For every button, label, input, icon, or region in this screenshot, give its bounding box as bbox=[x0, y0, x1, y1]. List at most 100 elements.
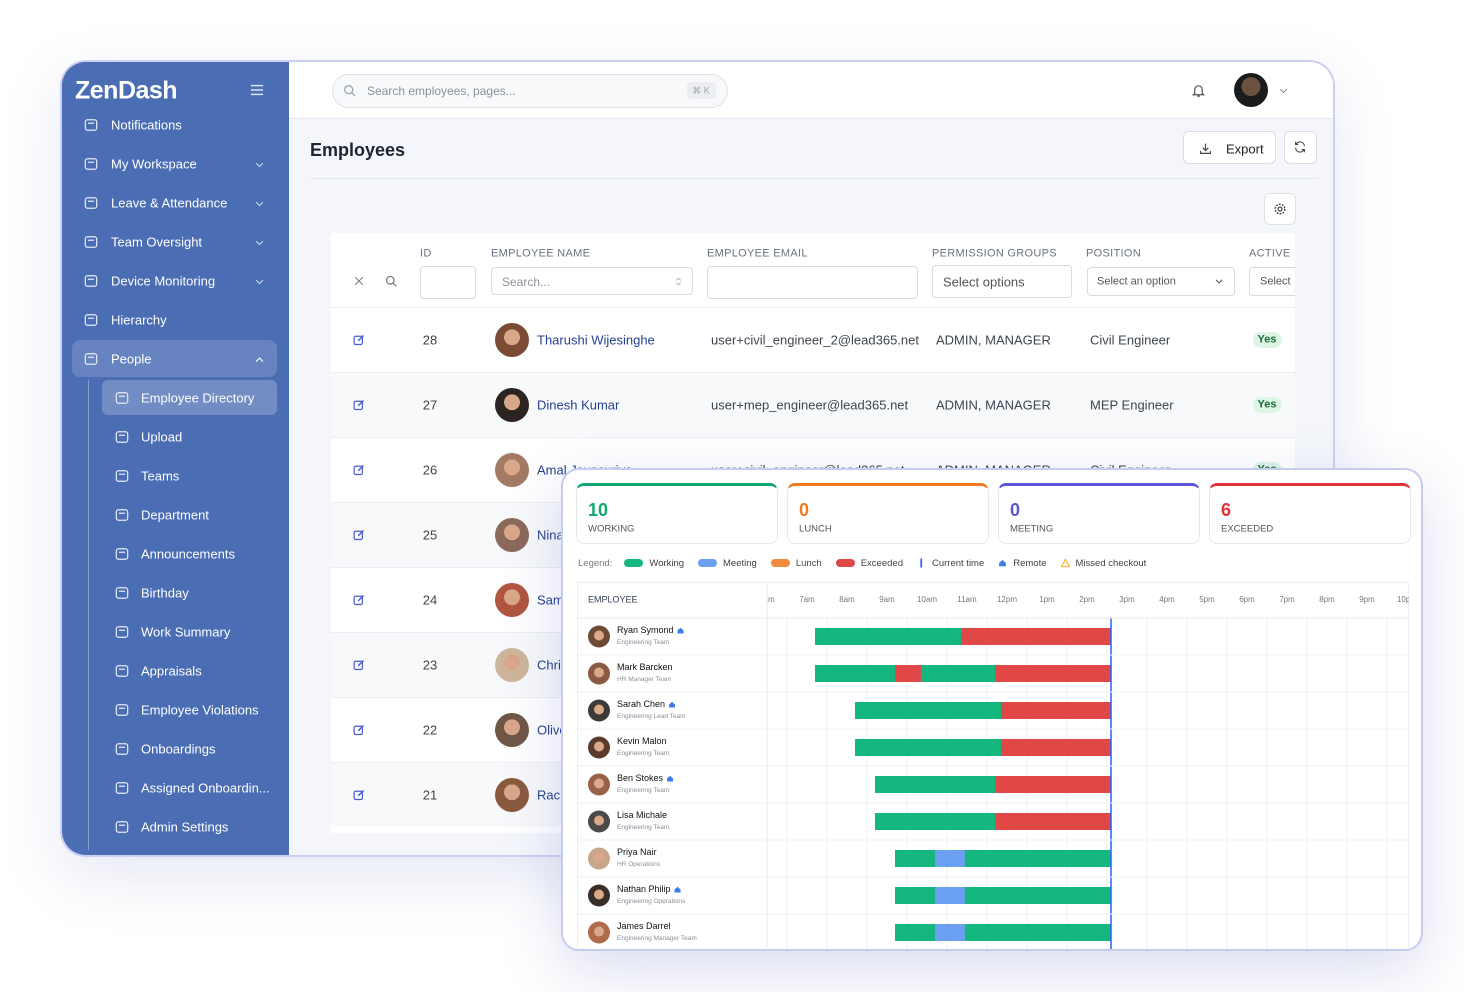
remote-icon bbox=[669, 701, 676, 708]
stat-label: MEETING bbox=[1010, 523, 1054, 535]
edit-icon[interactable] bbox=[353, 464, 365, 476]
nav-item[interactable]: Hierarchy bbox=[111, 312, 167, 328]
employee-avatar bbox=[495, 583, 529, 617]
avatar-face bbox=[594, 926, 604, 937]
export-button[interactable] bbox=[1183, 131, 1276, 164]
legend-label: Remote bbox=[1013, 557, 1047, 569]
search-placeholder: Search employees, pages... bbox=[367, 84, 516, 98]
nav-item[interactable]: My Workspace bbox=[111, 156, 197, 172]
employee-name[interactable]: Sam bbox=[537, 592, 564, 608]
sub-nav-icon bbox=[115, 509, 129, 521]
edit-icon[interactable] bbox=[353, 399, 365, 411]
permission-groups: ADMIN, MANAGER bbox=[936, 397, 1051, 413]
employee-name[interactable]: Tharushi Wijesinghe bbox=[537, 332, 655, 348]
nav-icon bbox=[84, 119, 98, 131]
avatar-face bbox=[594, 704, 604, 715]
hour-label: 12pm bbox=[997, 595, 1017, 604]
user-avatar[interactable] bbox=[1234, 73, 1268, 107]
nav-item[interactable]: Device Monitoring bbox=[111, 273, 216, 289]
employee-name[interactable]: Olive bbox=[537, 722, 567, 738]
time-segment bbox=[995, 776, 1111, 793]
sub-nav-icon bbox=[115, 665, 129, 677]
sidebar-header bbox=[62, 62, 289, 114]
nav-item[interactable]: Team Oversight bbox=[111, 234, 203, 250]
employee-position: Civil Engineer bbox=[1090, 332, 1171, 348]
id-filter[interactable] bbox=[420, 266, 476, 299]
sub-nav-item[interactable]: Announcements bbox=[141, 546, 235, 562]
settings-icon bbox=[1274, 203, 1286, 215]
nav-item[interactable]: Notifications bbox=[111, 117, 182, 133]
employee-name: Nathan Philip bbox=[617, 884, 671, 894]
sub-nav-icon bbox=[115, 548, 129, 560]
hour-label: 10pm bbox=[1397, 595, 1409, 604]
refresh-button[interactable] bbox=[1284, 131, 1317, 164]
employee-id: 21 bbox=[422, 787, 438, 803]
active-filter[interactable] bbox=[1249, 267, 1295, 296]
stat-card bbox=[787, 483, 989, 544]
settings-button[interactable] bbox=[1264, 193, 1296, 225]
active-item-highlight bbox=[102, 380, 277, 415]
avatar-face bbox=[594, 889, 604, 900]
sub-nav-icon bbox=[115, 821, 129, 833]
active-status: Yes bbox=[1257, 333, 1277, 346]
time-segment bbox=[995, 813, 1111, 830]
name-filter-placeholder: Search... bbox=[502, 275, 551, 289]
legend-swatch bbox=[999, 559, 1007, 567]
sub-nav-icon bbox=[115, 704, 129, 716]
sub-nav-item[interactable]: Work Summary bbox=[141, 624, 231, 640]
position-filter[interactable] bbox=[1087, 267, 1235, 296]
employee-avatar bbox=[495, 778, 529, 812]
edit-icon[interactable] bbox=[353, 659, 365, 671]
sub-nav-item[interactable]: Assigned Onboardin... bbox=[141, 780, 270, 796]
groups-filter[interactable] bbox=[932, 265, 1072, 298]
remote-icon bbox=[667, 775, 674, 782]
sub-nav-item[interactable]: Employee Violations bbox=[141, 702, 259, 718]
sub-nav-item[interactable]: Department bbox=[141, 507, 209, 523]
column-header: EMPLOYEE NAME bbox=[491, 247, 591, 260]
nav-icon bbox=[84, 275, 98, 287]
edit-icon[interactable] bbox=[353, 529, 365, 541]
avatar-face bbox=[594, 778, 604, 789]
sub-nav-item[interactable]: Upload bbox=[141, 429, 183, 445]
remote-icon bbox=[674, 886, 681, 893]
edit-icon[interactable] bbox=[353, 334, 365, 346]
employee-avatar bbox=[495, 713, 529, 747]
employee-name: Priya Nair bbox=[617, 847, 657, 857]
row-divider bbox=[331, 307, 1295, 308]
stat-card bbox=[1209, 483, 1411, 544]
column-header: EMPLOYEE EMAIL bbox=[707, 247, 808, 260]
edit-icon[interactable] bbox=[353, 594, 365, 606]
legend-label: Lunch bbox=[795, 557, 822, 569]
stat-card bbox=[998, 483, 1200, 544]
employee-team: Engineering Team bbox=[617, 639, 669, 646]
nav-item[interactable]: Leave & Attendance bbox=[111, 195, 228, 211]
edit-icon[interactable] bbox=[353, 724, 365, 736]
name-filter[interactable] bbox=[491, 267, 693, 295]
employee-avatar bbox=[495, 518, 529, 552]
email-filter[interactable] bbox=[707, 266, 918, 299]
employee-name[interactable]: Nina bbox=[537, 527, 564, 543]
legend-label: Working bbox=[649, 557, 685, 569]
hour-label: 7am bbox=[799, 595, 815, 604]
export-label: Export bbox=[1226, 141, 1264, 157]
sub-nav-item[interactable]: Appraisals bbox=[141, 663, 202, 679]
menu-icon bbox=[250, 84, 264, 96]
sub-nav-item[interactable]: Admin Settings bbox=[141, 819, 229, 835]
sub-nav-item[interactable]: Employee Directory bbox=[141, 390, 255, 406]
sub-nav-item[interactable]: Onboardings bbox=[141, 741, 216, 757]
sub-nav-item[interactable]: Teams bbox=[141, 468, 180, 484]
timeline-area: 6am 7am 8am 9am 10am 11am 12pm 1pm 2pm 3pm 4pm 5pm 6… bbox=[767, 595, 1409, 949]
search-box[interactable] bbox=[332, 74, 728, 108]
permission-groups: ADMIN, MANAGER bbox=[936, 332, 1051, 348]
sub-nav-item[interactable]: Birthday bbox=[141, 585, 189, 601]
employee-name[interactable]: Dinesh Kumar bbox=[537, 397, 620, 413]
employee-name: Sarah Chen bbox=[617, 699, 665, 709]
stat-card bbox=[576, 483, 778, 544]
nav-item[interactable]: People bbox=[111, 351, 152, 367]
employee-name[interactable]: Rach bbox=[537, 787, 568, 803]
edit-icon[interactable] bbox=[353, 789, 365, 801]
time-segment bbox=[965, 887, 1111, 904]
employee-name[interactable]: Chris bbox=[537, 657, 568, 673]
position-filter-placeholder: Select an option bbox=[1097, 275, 1176, 288]
legend-swatch bbox=[835, 559, 855, 567]
